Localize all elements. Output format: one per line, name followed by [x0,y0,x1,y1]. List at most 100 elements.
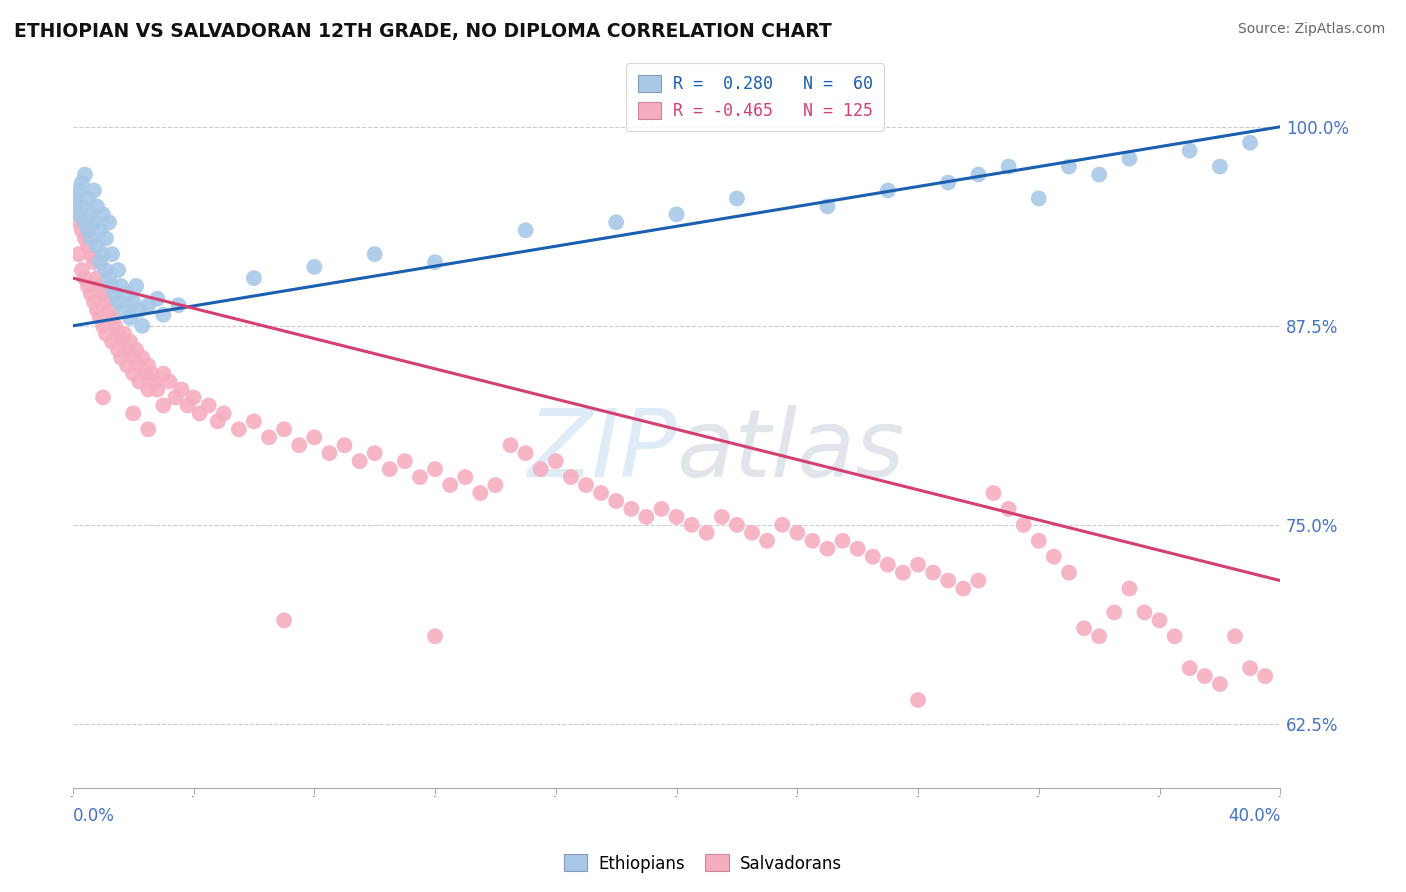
Point [122,351,145,365]
Point [98,271,121,285]
Point [73,271,96,285]
Point [80,247,103,261]
Point [454,470,477,484]
Point [157,375,180,389]
Point [70,176,93,190]
Point [80,231,103,245]
Point [115,287,138,301]
Point [876,558,898,572]
Point [188,406,211,420]
Point [125,279,148,293]
Point [1057,566,1080,580]
Point [77,239,100,253]
Point [165,391,187,405]
Point [134,367,156,381]
Point [104,287,127,301]
Point [89,255,111,269]
Point [125,343,148,357]
Point [515,223,537,237]
Point [107,343,129,357]
Point [101,279,124,293]
Point [665,509,688,524]
Point [107,263,129,277]
Point [1239,136,1261,150]
Point [73,231,96,245]
Point [1209,160,1232,174]
Point [484,478,506,492]
Point [65,191,87,205]
Point [86,239,108,253]
Point [983,486,1005,500]
Point [304,430,326,444]
Point [952,582,974,596]
Point [107,326,129,341]
Point [86,302,108,317]
Point [110,334,132,349]
Point [817,199,839,213]
Point [91,318,114,333]
Point [212,406,235,420]
Point [136,298,159,312]
Point [605,215,627,229]
Point [131,318,153,333]
Point [115,359,138,373]
Point [243,414,266,428]
Point [1057,160,1080,174]
Point [1239,661,1261,675]
Point [710,509,733,524]
Point [696,525,718,540]
Point [605,494,627,508]
Point [83,294,105,309]
Point [1209,677,1232,691]
Text: 40.0%: 40.0% [1227,806,1281,825]
Point [136,422,159,436]
Point [620,502,643,516]
Legend: Ethiopians, Salvadorans: Ethiopians, Salvadorans [557,847,849,880]
Point [831,533,853,548]
Point [470,486,492,500]
Point [770,517,793,532]
Point [1028,533,1050,548]
Point [681,517,703,532]
Point [183,391,205,405]
Point [967,574,990,588]
Point [101,334,124,349]
Point [1043,549,1066,564]
Point [1102,606,1125,620]
Point [741,525,763,540]
Point [94,231,117,245]
Point [128,359,150,373]
Point [176,399,198,413]
Point [304,260,326,274]
Point [1163,629,1185,643]
Point [801,533,824,548]
Point [725,517,748,532]
Point [650,502,672,516]
Point [91,287,114,301]
Point [70,223,93,237]
Point [363,446,385,460]
Legend: R =  0.280   N =  60, R = -0.465   N = 125: R = 0.280 N = 60, R = -0.465 N = 125 [626,63,884,131]
Point [591,486,613,500]
Point [152,367,174,381]
Point [136,359,159,373]
Point [207,414,229,428]
Point [152,399,174,413]
Point [94,326,117,341]
Point [104,318,127,333]
Point [73,168,96,182]
Point [862,549,884,564]
Text: ZIP: ZIP [527,405,676,496]
Point [936,176,959,190]
Point [94,294,117,309]
Point [1149,613,1171,627]
Point [122,367,145,381]
Point [530,462,553,476]
Point [936,574,959,588]
Point [89,279,111,293]
Point [112,302,135,317]
Point [997,160,1019,174]
Point [67,215,90,229]
Point [80,287,103,301]
Point [98,302,121,317]
